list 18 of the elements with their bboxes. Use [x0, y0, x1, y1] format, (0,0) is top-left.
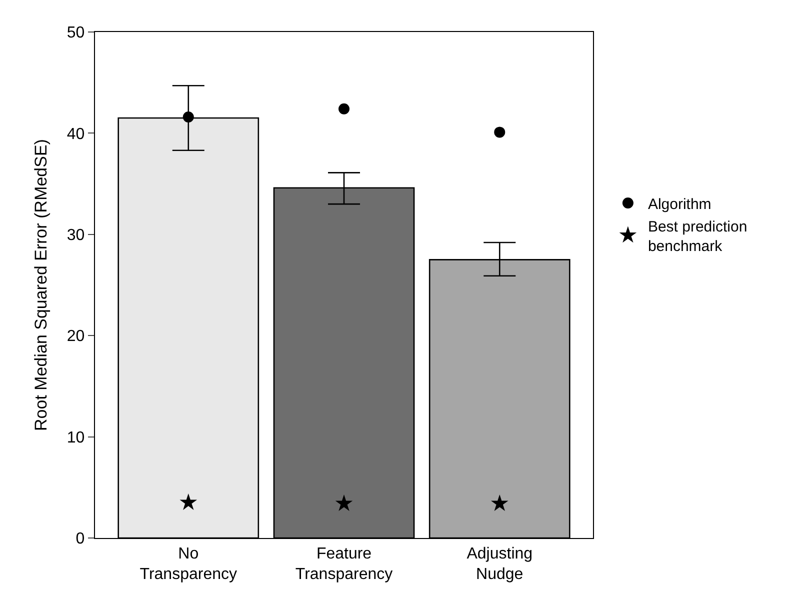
- point: [180, 493, 198, 510]
- point: [338, 103, 350, 114]
- legend-label: Algorithm: [648, 196, 712, 213]
- x-tick-label: Adjusting Nudge: [466, 545, 533, 584]
- x-tick-label: No Transparency: [140, 545, 237, 584]
- y-tick-label: 30: [66, 227, 85, 244]
- point: [494, 126, 506, 138]
- y-tick-label: 50: [66, 24, 85, 42]
- point: [182, 112, 194, 123]
- legend-label: Best prediction benchmark: [648, 218, 748, 255]
- x-tick-label: Feature Transparency: [295, 545, 393, 584]
- y-tick-label: 0: [76, 530, 85, 548]
- point: [490, 494, 508, 511]
- y-tick-label: 40: [66, 126, 85, 143]
- y-tick-label: 20: [66, 328, 85, 346]
- point: [335, 494, 353, 511]
- y-tick-label: 10: [66, 429, 85, 446]
- y-axis-title: Root Median Squared Error (RMedSE): [31, 139, 50, 431]
